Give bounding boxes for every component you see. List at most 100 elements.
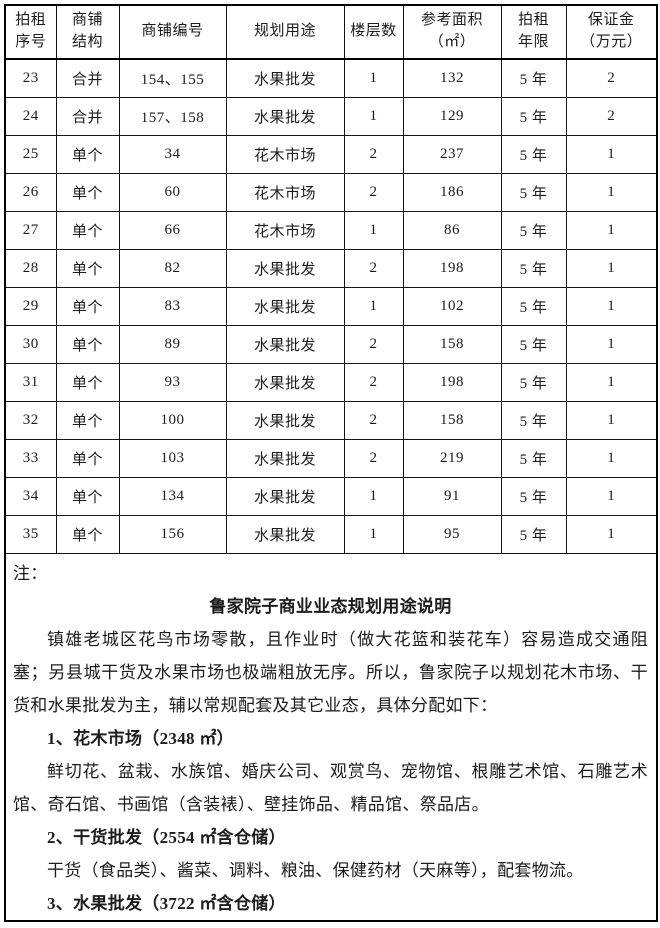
cell-use: 花木市场 xyxy=(225,172,345,212)
cell-deposit: 1 xyxy=(565,172,658,212)
table-row: 23 合并 154、155 水果批发 1 132 5 年 2 xyxy=(4,58,658,98)
cell-shop-no: 100 xyxy=(118,400,227,440)
cell-area: 91 xyxy=(402,476,502,516)
cell-use: 水果批发 xyxy=(225,324,345,364)
cell-structure: 单个 xyxy=(55,286,120,326)
cell-use: 花木市场 xyxy=(225,134,345,174)
cell-seq: 26 xyxy=(4,172,57,212)
table-row: 33 单个 103 水果批发 2 219 5 年 1 xyxy=(4,438,658,478)
cell-term: 5 年 xyxy=(500,438,567,478)
cell-term: 5 年 xyxy=(500,96,567,136)
cell-term: 5 年 xyxy=(500,362,567,402)
table-row: 30 单个 89 水果批发 2 158 5 年 1 xyxy=(4,324,658,364)
cell-area: 86 xyxy=(402,210,502,250)
col-header-shop-no: 商铺编号 xyxy=(118,4,227,60)
cell-structure: 单个 xyxy=(55,362,120,402)
cell-structure: 合并 xyxy=(55,58,120,98)
note-item2-body: 干货（食品类）、酱菜、调料、粮油、保健药材（天麻等），配套物流。 xyxy=(47,860,584,880)
cell-area: 198 xyxy=(402,248,502,288)
cell-use: 水果批发 xyxy=(225,248,345,288)
cell-seq: 25 xyxy=(4,134,57,174)
cell-structure: 单个 xyxy=(55,476,120,516)
cell-deposit: 1 xyxy=(565,210,658,250)
cell-area: 198 xyxy=(402,362,502,402)
col-header-area: 参考面积 （㎡） xyxy=(402,4,502,60)
cell-deposit: 2 xyxy=(565,58,658,98)
cell-area: 95 xyxy=(402,514,502,554)
cell-use: 水果批发 xyxy=(225,476,345,516)
cell-deposit: 1 xyxy=(565,134,658,174)
cell-structure: 单个 xyxy=(55,172,120,212)
cell-floors: 1 xyxy=(343,210,404,250)
cell-seq: 31 xyxy=(4,362,57,402)
cell-structure: 单个 xyxy=(55,210,120,250)
cell-seq: 29 xyxy=(4,286,57,326)
cell-structure: 单个 xyxy=(55,438,120,478)
cell-floors: 2 xyxy=(343,400,404,440)
cell-deposit: 1 xyxy=(565,514,658,554)
table-row: 28 单个 82 水果批发 2 198 5 年 1 xyxy=(4,248,658,288)
cell-term: 5 年 xyxy=(500,134,567,174)
cell-shop-no: 66 xyxy=(118,210,227,250)
note-section: 注： 鲁家院子商业业态规划用途说明 镇雄老城区花鸟市场零散，且作业时（做大花篮和… xyxy=(4,552,658,921)
cell-deposit: 1 xyxy=(565,400,658,440)
table-row: 32 单个 100 水果批发 2 158 5 年 1 xyxy=(4,400,658,440)
cell-use: 水果批发 xyxy=(225,286,345,326)
cell-shop-no: 103 xyxy=(118,438,227,478)
col-header-deposit: 保证金 （万元） xyxy=(565,4,658,60)
cell-shop-no: 82 xyxy=(118,248,227,288)
cell-deposit: 1 xyxy=(565,248,658,288)
cell-area: 158 xyxy=(402,324,502,364)
cell-area: 102 xyxy=(402,286,502,326)
cell-term: 5 年 xyxy=(500,324,567,364)
cell-area: 158 xyxy=(402,400,502,440)
cell-floors: 2 xyxy=(343,362,404,402)
table-row: 24 合并 157、158 水果批发 1 129 5 年 2 xyxy=(4,96,658,136)
cell-floors: 1 xyxy=(343,96,404,136)
cell-seq: 23 xyxy=(4,58,57,98)
cell-seq: 24 xyxy=(4,96,57,136)
cell-floors: 1 xyxy=(343,58,404,98)
cell-seq: 33 xyxy=(4,438,57,478)
note-item3-heading: 3、水果批发（3722 ㎡含仓储） xyxy=(47,893,286,913)
cell-floors: 2 xyxy=(343,324,404,364)
cell-shop-no: 60 xyxy=(118,172,227,212)
cell-use: 水果批发 xyxy=(225,58,345,98)
cell-structure: 单个 xyxy=(55,324,120,364)
col-header-floors: 楼层数 xyxy=(343,4,404,60)
cell-term: 5 年 xyxy=(500,400,567,440)
cell-floors: 2 xyxy=(343,134,404,174)
cell-structure: 单个 xyxy=(55,400,120,440)
note-item2-heading: 2、干货批发（2554 ㎡含仓储） xyxy=(47,827,286,847)
col-header-structure: 商铺 结构 xyxy=(55,4,120,60)
cell-deposit: 2 xyxy=(565,96,658,136)
table-row: 35 单个 156 水果批发 1 95 5 年 1 xyxy=(4,514,658,554)
lease-table: 拍租 序号 商铺 结构 商铺编号 规划用途 楼层数 参考面积 （㎡） 拍租 年限… xyxy=(4,4,658,922)
table-row: 31 单个 93 水果批发 2 198 5 年 1 xyxy=(4,362,658,402)
cell-shop-no: 156 xyxy=(118,514,227,554)
cell-seq: 32 xyxy=(4,400,57,440)
cell-term: 5 年 xyxy=(500,514,567,554)
table-row: 25 单个 34 花木市场 2 237 5 年 1 xyxy=(4,134,658,174)
cell-use: 水果批发 xyxy=(225,438,345,478)
cell-structure: 单个 xyxy=(55,248,120,288)
cell-seq: 34 xyxy=(4,476,57,516)
cell-term: 5 年 xyxy=(500,476,567,516)
cell-shop-no: 154、155 xyxy=(118,58,227,98)
cell-area: 186 xyxy=(402,172,502,212)
cell-structure: 单个 xyxy=(55,514,120,554)
cell-shop-no: 134 xyxy=(118,476,227,516)
note-row: 注： 鲁家院子商业业态规划用途说明 镇雄老城区花鸟市场零散，且作业时（做大花篮和… xyxy=(4,552,658,921)
cell-deposit: 1 xyxy=(565,476,658,516)
table-row: 34 单个 134 水果批发 1 91 5 年 1 xyxy=(4,476,658,516)
cell-floors: 2 xyxy=(343,172,404,212)
cell-use: 花木市场 xyxy=(225,210,345,250)
cell-shop-no: 34 xyxy=(118,134,227,174)
cell-deposit: 1 xyxy=(565,324,658,364)
cell-seq: 30 xyxy=(4,324,57,364)
cell-use: 水果批发 xyxy=(225,362,345,402)
cell-seq: 28 xyxy=(4,248,57,288)
note-item1-body: 鲜切花、盆栽、水族馆、婚庆公司、观赏鸟、宠物馆、根雕艺术馆、石雕艺术馆、奇石馆、… xyxy=(13,761,648,814)
table-row: 29 单个 83 水果批发 1 102 5 年 1 xyxy=(4,286,658,326)
cell-term: 5 年 xyxy=(500,210,567,250)
